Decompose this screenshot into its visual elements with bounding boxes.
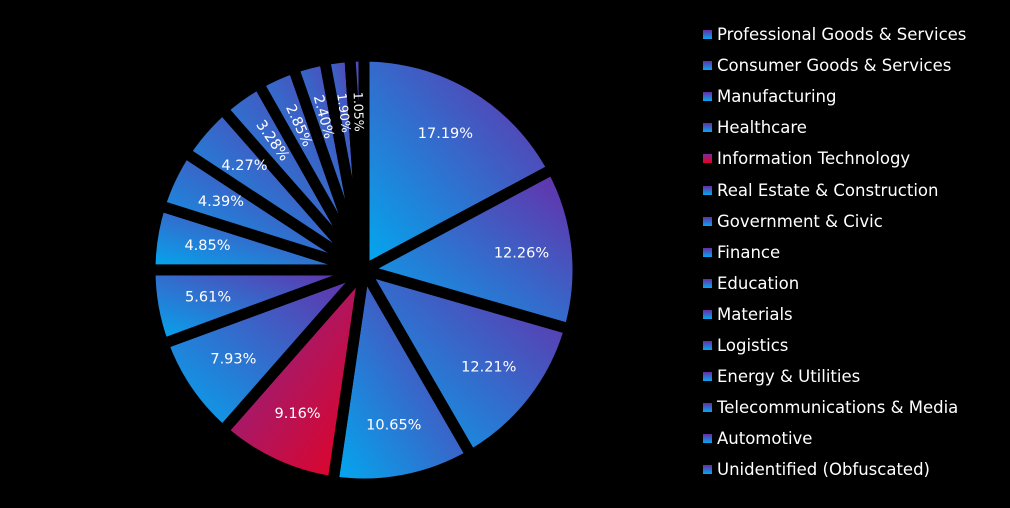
legend-item-professional-goods-and-services: Professional Goods & Services — [703, 19, 1003, 50]
legend-item-energy-and-utilities: Energy & Utilities — [703, 361, 1003, 392]
legend-label: Unidentified (Obfuscated) — [717, 460, 930, 480]
slice-value-label: 4.39% — [198, 194, 244, 210]
slice-value-label: 7.93% — [210, 352, 256, 368]
legend-label: Government & Civic — [717, 211, 883, 231]
legend-item-manufacturing: Manufacturing — [703, 81, 1003, 112]
legend-label: Real Estate & Construction — [717, 180, 939, 200]
slice-value-label: 1.90% — [334, 92, 354, 133]
legend-swatch — [703, 372, 712, 382]
legend-item-finance: Finance — [703, 237, 1003, 268]
pie-slice-healthcare — [327, 264, 477, 490]
slice-value-label: 4.27% — [221, 158, 267, 174]
legend-swatch — [703, 216, 712, 226]
slice-value-label: 9.16% — [275, 406, 321, 422]
legend-label: Automotive — [717, 429, 813, 449]
legend-swatch — [703, 247, 712, 257]
slice-value-label: 12.26% — [494, 245, 549, 261]
legend-swatch — [703, 123, 712, 133]
slice-value-label: 1.05% — [351, 92, 367, 132]
legend-swatch — [703, 92, 712, 102]
legend-item-consumer-goods-and-services: Consumer Goods & Services — [703, 50, 1003, 81]
legend-item-government-and-civic: Government & Civic — [703, 206, 1003, 237]
pie-center-hub — [353, 259, 375, 281]
legend-swatch — [703, 403, 712, 413]
legend-item-logistics: Logistics — [703, 330, 1003, 361]
legend-label: Healthcare — [717, 118, 807, 138]
slice-value-label: 17.19% — [418, 126, 473, 142]
pie-slice-unidentified-obfuscated — [344, 50, 370, 276]
legend-label: Manufacturing — [717, 87, 837, 107]
slice-value-label: 10.65% — [366, 418, 421, 434]
legend-swatch — [703, 340, 712, 350]
legend-label: Finance — [717, 242, 781, 262]
legend-swatch — [703, 185, 712, 195]
legend-label: Education — [717, 273, 800, 293]
slice-value-label: 5.61% — [185, 290, 231, 306]
legend-item-education: Education — [703, 268, 1003, 299]
legend-swatch — [703, 278, 712, 288]
legend-swatch — [703, 154, 712, 164]
legend-swatch — [703, 61, 712, 71]
legend-label: Energy & Utilities — [717, 367, 861, 387]
pie-slice-manufacturing — [358, 264, 576, 461]
legend-swatch — [703, 434, 712, 444]
legend-label: Consumer Goods & Services — [717, 56, 952, 76]
legend-item-materials: Materials — [703, 299, 1003, 330]
pie-slice-information-technology — [217, 264, 370, 488]
pie-slice-professional-goods-and-services — [358, 50, 559, 276]
legend-item-information-technology: Information Technology — [703, 143, 1003, 174]
legend-item-healthcare: Healthcare — [703, 112, 1003, 143]
legend-label: Materials — [717, 304, 793, 324]
pie-chart: 17.19% 12.26% 12.21% 10.65% 9.16% 7.93% 5.61% 4… — [149, 50, 584, 490]
legend-label: Telecommunications & Media — [717, 398, 959, 418]
legend: Professional Goods & Services Consumer Go… — [703, 19, 1003, 485]
pie-slice-consumer-goods-and-services — [358, 163, 584, 335]
legend-swatch — [703, 309, 712, 319]
legend-item-real-estate-and-construction: Real Estate & Construction — [703, 174, 1003, 205]
legend-swatch — [703, 30, 712, 40]
slice-value-label: 12.21% — [461, 359, 516, 375]
slice-value-label: 4.85% — [184, 238, 230, 254]
legend-label: Professional Goods & Services — [717, 25, 967, 45]
legend-label: Information Technology — [717, 149, 911, 169]
legend-label: Logistics — [717, 335, 789, 355]
legend-item-automotive: Automotive — [703, 423, 1003, 454]
legend-item-unidentified-obfuscated: Unidentified (Obfuscated) — [703, 454, 1003, 485]
legend-swatch — [703, 465, 712, 475]
legend-item-telecommunications-and-media: Telecommunications & Media — [703, 392, 1003, 423]
